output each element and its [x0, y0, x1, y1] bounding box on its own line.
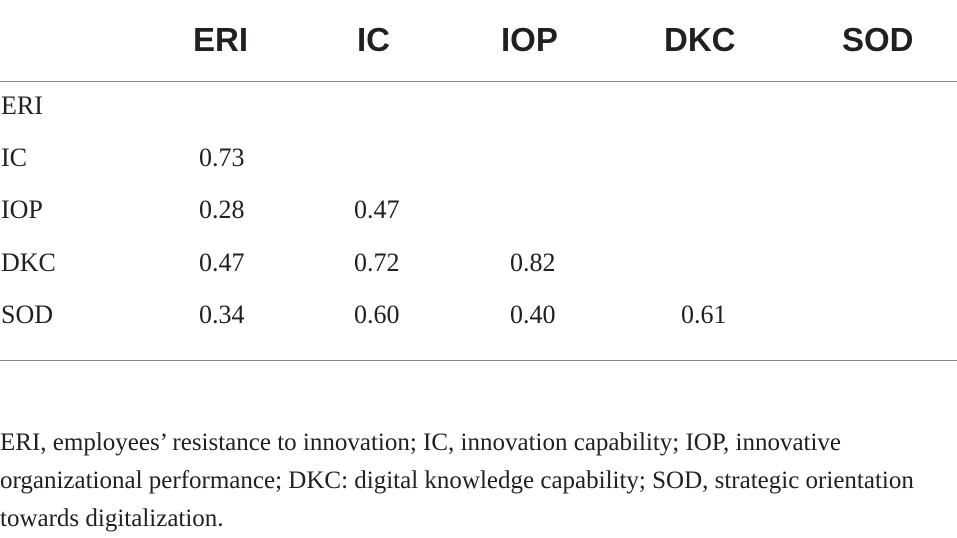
table-cell: 0.73: [199, 143, 245, 172]
column-header-iop: IOP: [501, 21, 558, 58]
table-row: SOD 0.34 0.60 0.40 0.61: [0, 295, 957, 335]
column-header-dkc: DKC: [664, 21, 736, 58]
table-cell: 0.34: [199, 300, 245, 329]
table-cell: 0.28: [199, 195, 245, 224]
table-header-row: ERI IC IOP DKC SOD: [0, 20, 957, 60]
table-cell: 0.72: [354, 248, 400, 277]
table-footnote: ERI, employees’ resistance to innovation…: [0, 429, 914, 532]
table-cell: 0.40: [510, 300, 556, 329]
row-label-sod: SOD: [1, 300, 54, 329]
table-cell: 0.47: [354, 195, 400, 224]
column-header-eri: ERI: [193, 21, 249, 58]
table-bottom-rule: [0, 360, 957, 361]
row-label-eri: ERI: [1, 91, 43, 120]
header-divider: [0, 81, 957, 82]
table-row: IOP 0.28 0.47: [0, 190, 957, 230]
row-label-ic: IC: [1, 143, 27, 172]
table-cell: 0.47: [199, 248, 245, 277]
table-row: DKC 0.47 0.72 0.82: [0, 243, 957, 283]
column-header-sod: SOD: [842, 21, 914, 58]
column-header-ic: IC: [357, 21, 390, 58]
table-cell: 0.60: [354, 300, 400, 329]
row-label-iop: IOP: [1, 195, 43, 224]
table-cell: 0.82: [510, 248, 556, 277]
table-cell: 0.61: [681, 300, 727, 329]
table-row: IC 0.73: [0, 138, 957, 178]
row-label-dkc: DKC: [1, 248, 56, 277]
table-row: ERI: [0, 86, 957, 126]
